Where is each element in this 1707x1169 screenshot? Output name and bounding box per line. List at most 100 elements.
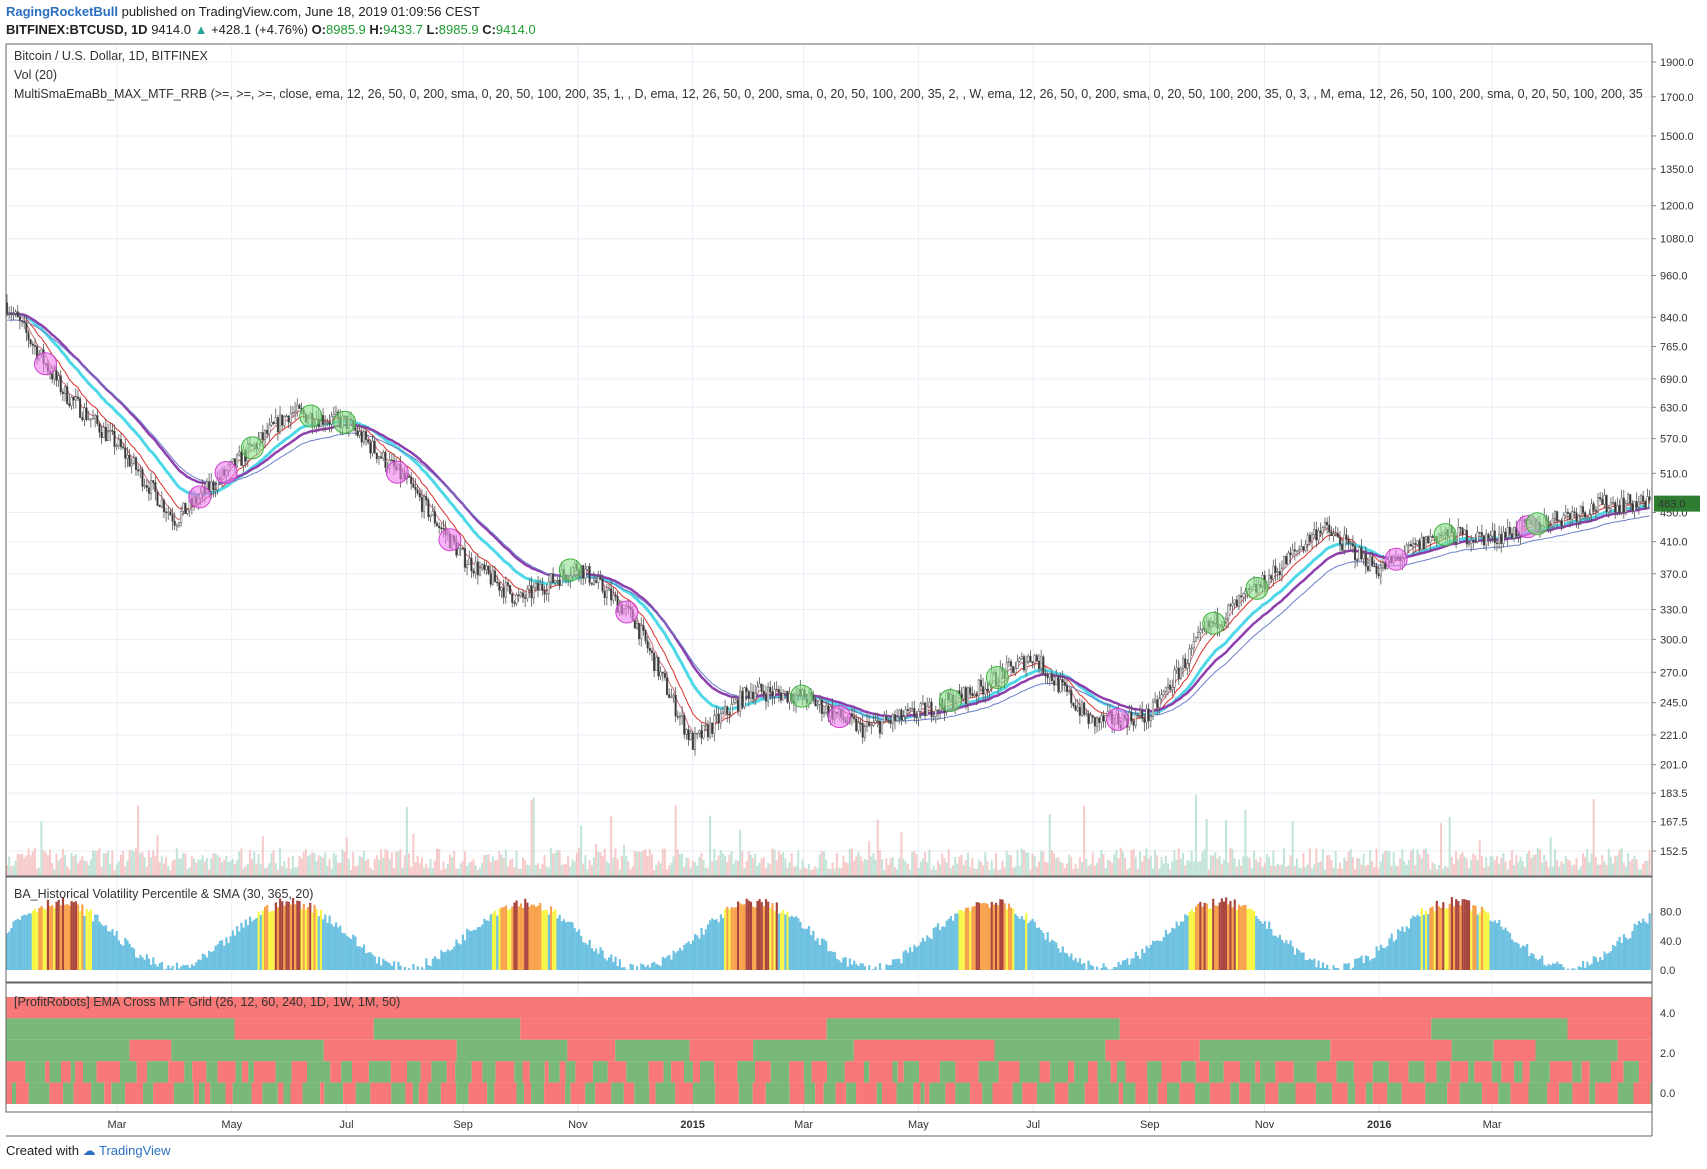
volatility-bar — [623, 967, 626, 970]
candle-body — [1409, 544, 1413, 547]
candle-body — [1489, 535, 1492, 539]
volume-bar — [1147, 858, 1150, 876]
volume-bar — [896, 869, 899, 876]
volatility-bar — [921, 937, 925, 970]
grid-cell — [6, 1061, 26, 1083]
volume-bar — [1190, 850, 1193, 876]
grid-cell — [1617, 1082, 1634, 1104]
candle-body — [1631, 503, 1634, 512]
volume-bar — [124, 866, 127, 876]
volume-bar — [1242, 856, 1245, 876]
low-label: L: — [426, 22, 439, 37]
volume-bar — [1102, 854, 1105, 876]
candle-body — [330, 416, 333, 425]
volatility-bar — [962, 911, 965, 970]
grid-cell — [1068, 1082, 1085, 1104]
volatility-bar — [1059, 952, 1062, 970]
volatility-bar — [242, 927, 245, 970]
candle-body — [614, 594, 617, 597]
volume-bar — [749, 854, 752, 876]
volatility-bar — [384, 960, 387, 970]
volume-bar — [1551, 866, 1554, 876]
volume-bar — [726, 862, 729, 876]
author-link[interactable]: RagingRocketBull — [6, 4, 118, 19]
volatility-bar — [487, 920, 490, 970]
volume-bar — [279, 848, 282, 876]
volatility-bar — [429, 966, 432, 970]
volume-bar — [313, 853, 316, 876]
volatility-bar — [1057, 948, 1060, 970]
volume-bar — [339, 862, 342, 876]
candle-body — [287, 415, 290, 423]
volatility-bar — [1614, 946, 1617, 970]
volume-bar — [571, 859, 574, 876]
volatility-bar — [223, 945, 226, 970]
volatility-bar — [1523, 946, 1527, 970]
volume-bar — [223, 860, 226, 876]
volume-bar — [1592, 799, 1595, 876]
volatility-bar — [956, 913, 959, 970]
candle-body — [739, 690, 742, 712]
volume-bar — [1627, 852, 1630, 876]
x-tick-label: Nov — [1255, 1119, 1275, 1131]
candle-body — [519, 592, 522, 596]
volatility-bar — [311, 912, 314, 970]
candle-body — [1459, 527, 1462, 529]
volatility-bar — [1231, 907, 1234, 970]
volume-bar — [377, 859, 380, 876]
candle-body — [472, 570, 475, 574]
volatility-bar — [1556, 961, 1559, 970]
volume-bar — [369, 867, 372, 876]
grid-cell — [1388, 1061, 1409, 1083]
candle-body — [779, 692, 783, 701]
candle-body — [70, 397, 73, 406]
volatility-bar — [246, 925, 249, 970]
volatility-bar — [767, 901, 770, 970]
candle-body — [212, 481, 215, 491]
candle-body — [51, 373, 54, 380]
candle-body — [874, 720, 877, 723]
volume-bar — [709, 815, 712, 876]
volatility-bar — [122, 945, 125, 970]
volatility-bar — [1476, 914, 1479, 970]
volatility-bar — [1405, 926, 1408, 970]
volatility-bar — [1592, 956, 1595, 970]
volume-bar — [1538, 849, 1541, 876]
candle-body — [1076, 706, 1079, 711]
volatility-bar — [1167, 934, 1170, 970]
grid-cell — [655, 1082, 676, 1104]
grid-cell — [1209, 1082, 1231, 1104]
candle-body — [644, 630, 647, 642]
volume-bar — [246, 864, 249, 876]
grid-cell — [241, 1061, 249, 1083]
volume-bar — [1468, 868, 1470, 876]
volatility-bar — [672, 950, 675, 970]
candle-body — [1455, 541, 1458, 544]
volume-bar — [642, 850, 645, 876]
grid-cell — [217, 1061, 236, 1083]
volume-bar — [1293, 866, 1296, 876]
volume-bar — [1571, 865, 1574, 876]
volume-bar — [917, 867, 920, 876]
volatility-bar — [1461, 899, 1464, 970]
volume-bar — [1620, 848, 1623, 876]
grid-cell — [846, 1082, 857, 1104]
candle-body — [1586, 516, 1589, 519]
volatility-bar — [380, 965, 383, 970]
candle-body — [911, 707, 914, 710]
volatility-bar — [87, 911, 90, 970]
volume-bar — [1343, 857, 1346, 876]
volume-bar — [466, 866, 469, 876]
candle-body — [76, 396, 80, 399]
tradingview-brand[interactable]: TradingView — [99, 1143, 171, 1158]
volatility-bar — [795, 916, 798, 970]
candle-body — [691, 732, 694, 750]
grid-cell — [1447, 1082, 1460, 1104]
volume-bar — [979, 861, 982, 876]
grid-cell — [524, 1082, 532, 1104]
grid-cell — [955, 1061, 979, 1083]
candle-body — [607, 588, 611, 591]
volatility-bar — [248, 916, 252, 970]
volume-bar — [51, 863, 54, 876]
